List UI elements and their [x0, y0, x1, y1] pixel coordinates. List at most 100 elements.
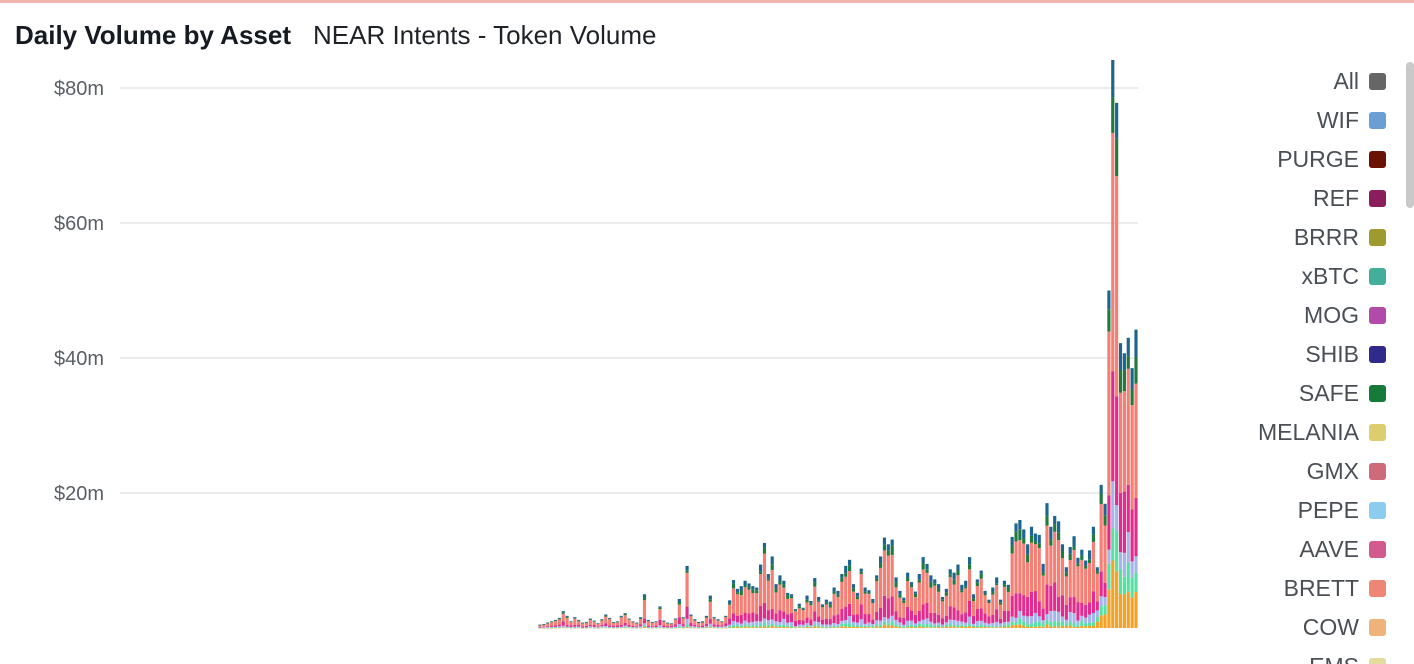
bar-segment[interactable] — [739, 595, 743, 615]
bar-segment[interactable] — [704, 627, 708, 628]
bar-segment[interactable] — [1033, 612, 1037, 623]
bar-segment[interactable] — [747, 589, 751, 614]
bar-segment[interactable] — [650, 621, 654, 623]
bar-segment[interactable] — [728, 603, 732, 605]
bar-segment[interactable] — [828, 607, 832, 620]
bar-segment[interactable] — [778, 584, 782, 611]
bar-segment[interactable] — [809, 626, 813, 628]
bar-segment[interactable] — [828, 604, 832, 608]
bar-segment[interactable] — [797, 624, 801, 627]
bar-segment[interactable] — [917, 621, 921, 624]
bar-segment[interactable] — [561, 627, 565, 629]
bar-segment[interactable] — [611, 627, 616, 629]
bar-segment[interactable] — [1134, 383, 1138, 498]
bar-segment[interactable] — [1118, 493, 1123, 553]
bar-segment[interactable] — [1033, 626, 1037, 628]
bar-segment[interactable] — [1118, 568, 1123, 594]
bar-segment[interactable] — [917, 574, 921, 580]
bar-segment[interactable] — [658, 619, 662, 626]
bar-segment[interactable] — [987, 603, 991, 617]
bar-segment[interactable] — [913, 623, 917, 626]
bar-segment[interactable] — [878, 556, 883, 564]
bar-segment[interactable] — [840, 577, 844, 582]
bar-segment[interactable] — [836, 627, 840, 628]
bar-segment[interactable] — [704, 627, 708, 629]
bar-segment[interactable] — [960, 614, 964, 622]
bar-segment[interactable] — [728, 618, 732, 625]
bar-segment[interactable] — [824, 618, 828, 625]
bar-segment[interactable] — [1060, 551, 1065, 559]
bar-segment[interactable] — [1014, 523, 1018, 532]
bar-segment[interactable] — [588, 624, 592, 627]
bar-segment[interactable] — [1103, 614, 1107, 628]
bar-segment[interactable] — [968, 616, 972, 625]
bar-segment[interactable] — [1087, 559, 1092, 563]
bar-segment[interactable] — [604, 627, 608, 629]
bar-segment[interactable] — [627, 619, 631, 620]
bar-segment[interactable] — [658, 627, 662, 629]
bar-segment[interactable] — [635, 626, 639, 628]
bar-segment[interactable] — [600, 620, 604, 625]
bar-segment[interactable] — [1080, 602, 1084, 616]
bar-segment[interactable] — [642, 594, 647, 598]
bar-segment[interactable] — [875, 624, 879, 627]
bar-segment[interactable] — [793, 627, 798, 629]
bar-segment[interactable] — [697, 621, 701, 623]
bar-segment[interactable] — [728, 600, 732, 604]
bar-segment[interactable] — [1006, 587, 1010, 592]
bar-segment[interactable] — [693, 624, 697, 627]
bar-segment[interactable] — [1126, 355, 1130, 369]
legend-item[interactable]: MELANIA — [1258, 413, 1386, 452]
bar-segment[interactable] — [642, 623, 647, 626]
bar-segment[interactable] — [1006, 584, 1010, 588]
bar-segment[interactable] — [1126, 368, 1130, 485]
bar-segment[interactable] — [1122, 594, 1126, 628]
legend-scrollbar[interactable] — [1406, 62, 1414, 208]
bar-segment[interactable] — [747, 625, 751, 628]
bar-segment[interactable] — [604, 623, 608, 627]
bar-segment[interactable] — [991, 587, 995, 592]
bar-segment[interactable] — [789, 622, 794, 626]
bar-segment[interactable] — [720, 627, 724, 628]
bar-segment[interactable] — [983, 622, 987, 626]
bar-segment[interactable] — [561, 627, 565, 628]
bar-segment[interactable] — [611, 622, 616, 623]
bar-segment[interactable] — [1018, 593, 1022, 611]
bar-segment[interactable] — [1026, 596, 1030, 617]
bar-segment[interactable] — [546, 622, 550, 624]
bar-segment[interactable] — [817, 622, 821, 626]
bar-segment[interactable] — [956, 625, 960, 628]
bar-segment[interactable] — [604, 626, 608, 628]
bar-segment[interactable] — [557, 626, 561, 628]
bar-segment[interactable] — [1049, 626, 1053, 628]
bar-segment[interactable] — [937, 624, 941, 627]
bar-segment[interactable] — [1107, 495, 1111, 550]
bar-segment[interactable] — [1091, 622, 1096, 626]
bar-segment[interactable] — [995, 577, 999, 584]
bar-segment[interactable] — [1053, 610, 1057, 622]
bar-segment[interactable] — [867, 625, 871, 628]
bar-segment[interactable] — [797, 603, 801, 607]
bar-segment[interactable] — [882, 617, 887, 622]
bar-segment[interactable] — [615, 625, 619, 628]
bar-segment[interactable] — [1045, 525, 1049, 585]
bar-segment[interactable] — [859, 604, 863, 620]
bar-segment[interactable] — [1022, 538, 1026, 544]
bar-segment[interactable] — [766, 610, 770, 621]
bar-segment[interactable] — [1010, 595, 1014, 617]
bar-segment[interactable] — [770, 608, 774, 620]
bar-segment[interactable] — [929, 581, 933, 588]
bar-segment[interactable] — [759, 564, 763, 572]
bar-segment[interactable] — [1002, 580, 1006, 585]
bar-segment[interactable] — [739, 614, 743, 624]
bar-segment[interactable] — [681, 624, 685, 627]
bar-segment[interactable] — [685, 565, 689, 571]
bar-segment[interactable] — [565, 624, 569, 627]
bar-segment[interactable] — [855, 614, 859, 623]
bar-segment[interactable] — [743, 587, 747, 613]
bar-segment[interactable] — [867, 592, 871, 594]
bar-segment[interactable] — [998, 604, 1003, 620]
bar-segment[interactable] — [1087, 602, 1092, 615]
bar-segment[interactable] — [925, 572, 929, 603]
bar-segment[interactable] — [929, 575, 933, 582]
